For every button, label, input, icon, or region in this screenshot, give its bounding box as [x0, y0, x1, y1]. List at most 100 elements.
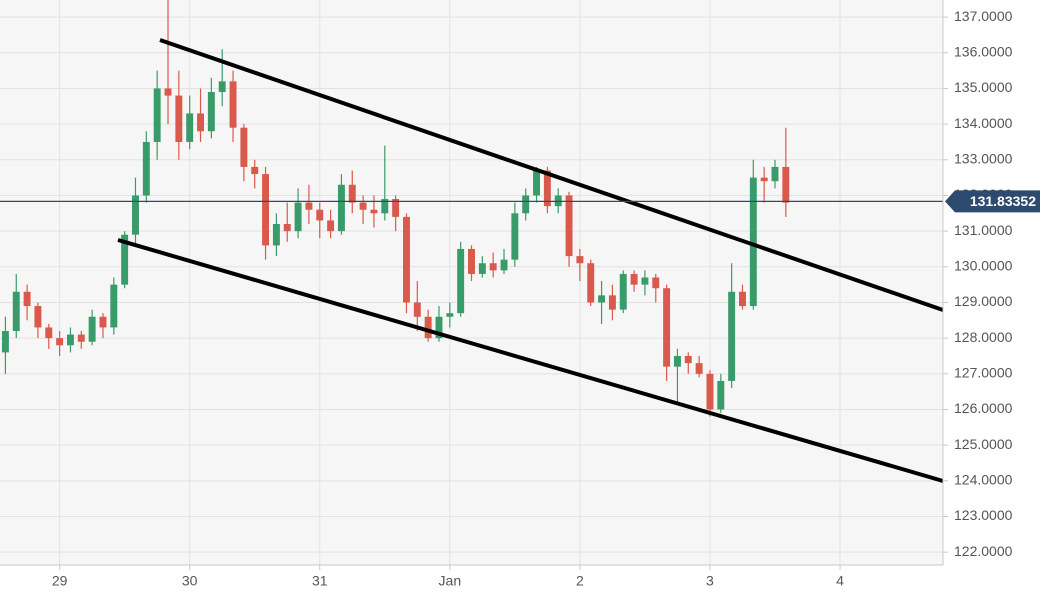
candle-body — [717, 380, 725, 410]
x-tick-label: 29 — [52, 573, 68, 589]
y-tick-label: 123.0000 — [954, 507, 1013, 523]
candle-body — [272, 224, 280, 246]
candle-body — [153, 88, 161, 142]
candle-body — [229, 81, 237, 128]
y-tick-label: 133.0000 — [954, 151, 1013, 167]
candle-body — [739, 291, 746, 307]
x-tick-label: 3 — [706, 573, 714, 589]
candle-body — [142, 141, 150, 196]
candle-body — [760, 177, 768, 182]
candle-body — [728, 291, 736, 381]
candle-body — [435, 316, 443, 339]
candle-body — [218, 81, 226, 93]
y-tick-label: 136.0000 — [954, 43, 1013, 59]
candle-body — [56, 338, 64, 346]
y-tick-label: 127.0000 — [954, 365, 1013, 381]
candle-body — [34, 306, 42, 328]
lower-trend-line — [117, 238, 944, 483]
candle-body — [381, 199, 389, 214]
candle-body — [370, 209, 378, 214]
candle-body — [749, 177, 757, 307]
candle-body — [77, 334, 85, 342]
candle-body — [695, 363, 703, 374]
y-tick-label: 134.0000 — [954, 115, 1013, 131]
candle-body — [565, 195, 573, 257]
candle-body — [576, 256, 584, 264]
x-tick-label: 30 — [182, 573, 198, 589]
candle-body — [66, 334, 74, 346]
candle-body — [684, 355, 692, 364]
candle-body — [12, 291, 20, 332]
candle-body — [619, 273, 627, 310]
candle-body — [457, 248, 465, 314]
candle-body — [771, 166, 779, 182]
candle-body — [543, 170, 551, 207]
candle-body — [110, 284, 118, 328]
y-tick-label: 124.0000 — [954, 472, 1013, 488]
candle-body — [641, 277, 649, 285]
trend-channel — [117, 38, 944, 483]
candle-body — [652, 277, 660, 289]
candle-body — [673, 355, 681, 367]
candle-body — [305, 202, 313, 210]
candle-body — [663, 288, 671, 367]
candle-body — [630, 273, 638, 285]
candle-body — [164, 88, 172, 96]
candle-body — [782, 166, 790, 203]
candle-body — [45, 327, 53, 339]
y-tick-label: 137.0000 — [954, 8, 1013, 24]
y-tick-label: 122.0000 — [954, 543, 1013, 559]
candles — [1, 0, 790, 417]
y-tick-label: 128.0000 — [954, 329, 1013, 345]
current-price-tag — [945, 190, 1040, 213]
candle-body — [316, 209, 324, 221]
y-tick-label: 129.0000 — [954, 293, 1013, 309]
candle-body — [413, 302, 421, 317]
candle-body — [608, 295, 616, 310]
candle-body — [392, 199, 400, 217]
candle-body — [500, 259, 508, 271]
candle-body — [478, 263, 486, 274]
y-tick-label: 125.0000 — [954, 436, 1013, 452]
y-tick-label: 126.0000 — [954, 400, 1013, 416]
candle-body — [489, 263, 497, 271]
candle-body — [706, 373, 714, 410]
candle-body — [99, 316, 107, 328]
candle-body — [240, 127, 248, 167]
candle-body — [424, 316, 432, 339]
y-tick-label: 130.0000 — [954, 258, 1013, 274]
candle-body — [132, 195, 139, 235]
current-price-label: 131.83352 — [970, 193, 1036, 209]
candle-body — [186, 113, 194, 142]
candle-body — [337, 184, 345, 232]
y-tick-label: 131.0000 — [954, 222, 1013, 238]
candle-body — [446, 313, 454, 317]
candle-body — [348, 184, 356, 203]
candle-body — [533, 170, 541, 196]
candle-body — [511, 213, 519, 260]
candle-body — [197, 113, 204, 132]
candle-body — [359, 202, 367, 210]
candle-body — [207, 92, 215, 132]
x-tick-label: 31 — [312, 573, 328, 589]
candle-body — [88, 316, 96, 342]
candle-body — [468, 248, 475, 274]
candle-body — [587, 263, 595, 303]
x-tick-label: Jan — [439, 573, 462, 589]
candle-body — [598, 295, 606, 303]
y-tick-label: 135.0000 — [954, 79, 1013, 95]
candle-body — [522, 195, 530, 214]
candle-body — [175, 95, 183, 142]
candle-body — [327, 220, 335, 232]
candle-body — [262, 174, 270, 246]
x-tick-label: 4 — [836, 573, 844, 589]
plot-background — [0, 0, 943, 565]
upper-trend-line — [159, 38, 944, 312]
x-tick-label: 2 — [576, 573, 584, 589]
candle-body — [251, 166, 259, 175]
candle-body — [23, 291, 31, 307]
candle-body — [294, 202, 302, 232]
candle-body — [1, 331, 9, 353]
